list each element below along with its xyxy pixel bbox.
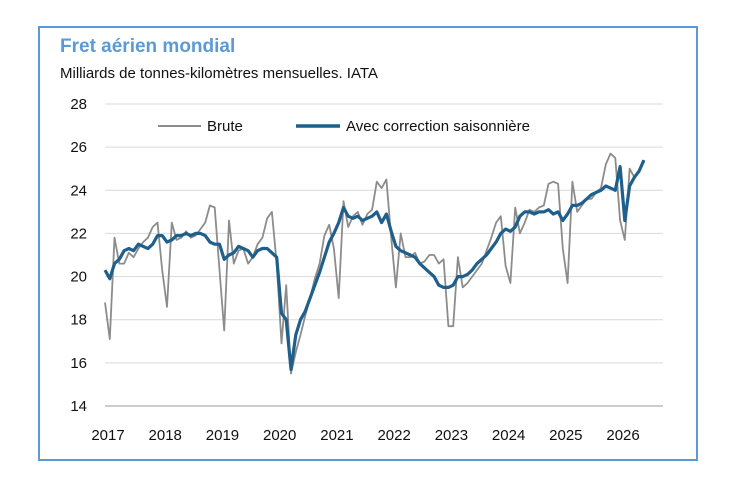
- x-tick-label: 2018: [149, 427, 182, 444]
- legend: Brute Avec correction saisonnière: [158, 118, 530, 135]
- y-tick-label: 14: [70, 398, 87, 415]
- x-tick-label: 2023: [435, 427, 468, 444]
- y-tick-label: 20: [70, 269, 87, 286]
- y-tick-label: 18: [70, 312, 87, 329]
- x-tick-label: 2026: [606, 427, 639, 444]
- x-tick-label: 2019: [206, 427, 239, 444]
- y-tick-label: 16: [70, 355, 87, 372]
- y-axis: 14 16 18 20 22 24 26 28: [70, 96, 87, 415]
- x-tick-label: 2021: [320, 427, 353, 444]
- gridlines: [105, 103, 663, 407]
- legend-label-brute: Brute: [207, 118, 243, 135]
- series-group: [103, 152, 646, 375]
- y-tick-label: 28: [70, 96, 87, 113]
- x-tick-label: 2017: [91, 427, 124, 444]
- legend-label-corrigee: Avec correction saisonnière: [346, 118, 530, 135]
- chart-title: Fret aérien mondial: [60, 36, 236, 57]
- y-tick-label: 22: [70, 225, 87, 242]
- x-tick-label: 2025: [549, 427, 582, 444]
- x-axis: 2017 2018 2019 2020 2021 2022 2023 2024 2025 2026: [91, 427, 639, 444]
- x-tick-label: 2020: [263, 427, 296, 444]
- series-line-brute: [104, 152, 645, 375]
- series-line-corrigee: [103, 159, 646, 371]
- y-tick-label: 24: [70, 182, 87, 199]
- chart-frame: Fret aérien mondial Milliards de tonnes-…: [38, 26, 698, 461]
- chart-subtitle: Milliards de tonnes-kilomètres mensuelle…: [60, 65, 378, 82]
- y-tick-label: 26: [70, 139, 87, 156]
- x-tick-label: 2024: [492, 427, 525, 444]
- x-tick-label: 2022: [377, 427, 410, 444]
